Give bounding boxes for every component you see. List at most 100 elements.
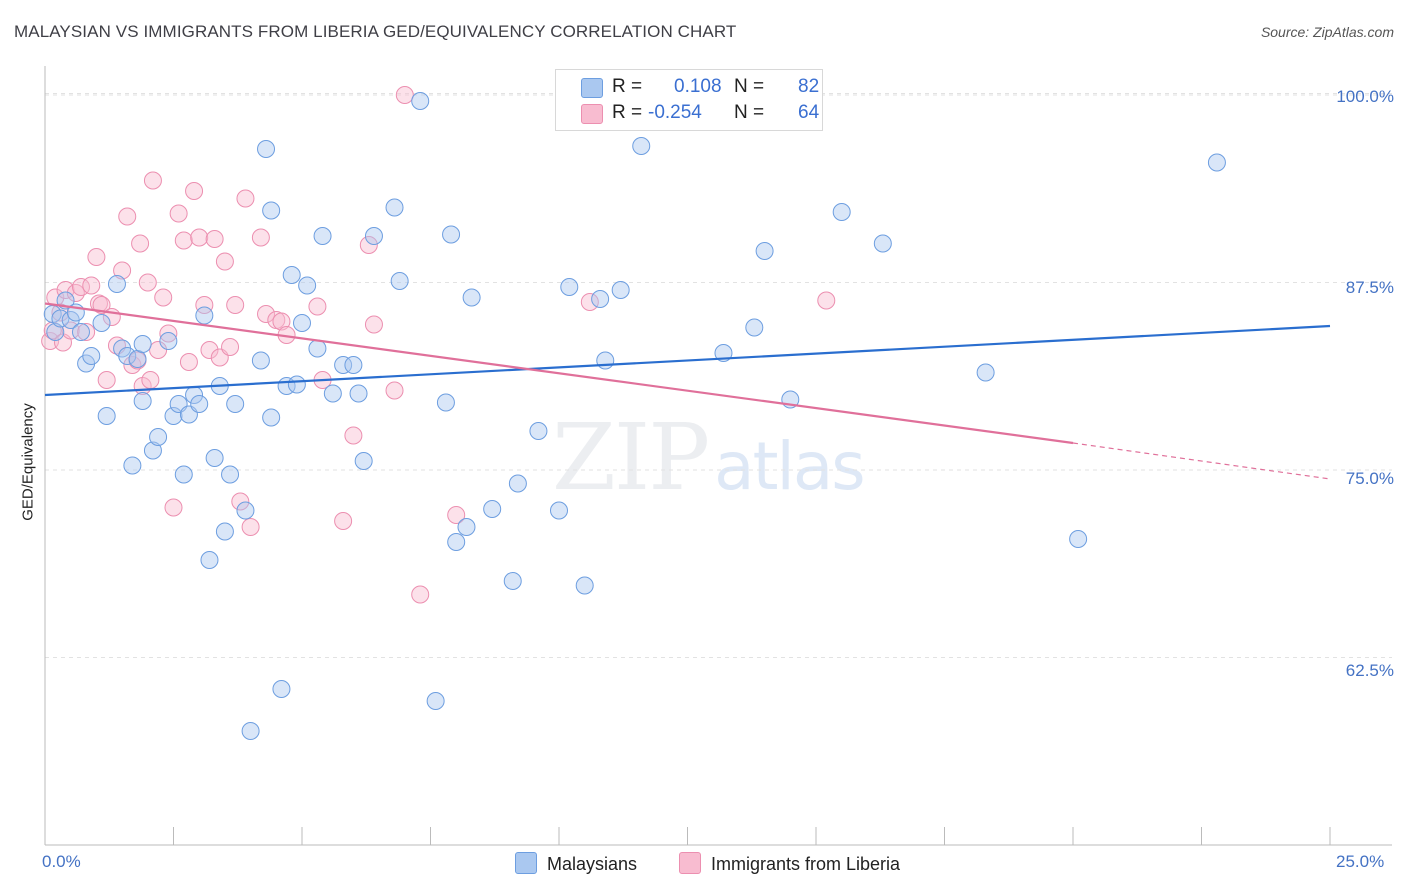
malaysian-point: [159, 332, 178, 350]
liberia-point: [215, 252, 234, 271]
malaysian-point: [200, 551, 219, 569]
liberia-point: [257, 305, 276, 323]
bottom-legend-label: Malaysians: [547, 854, 638, 874]
legend-r-label: R =: [612, 102, 643, 123]
malaysian-point: [82, 347, 101, 365]
malaysian-point: [436, 393, 455, 412]
liberia-point: [138, 273, 157, 292]
malaysian-point: [591, 290, 610, 308]
liberia-point: [66, 284, 85, 302]
liberia-point: [195, 296, 214, 314]
malaysian-point: [133, 335, 152, 353]
malaysian-point: [236, 501, 255, 520]
legend-n-label: N =: [734, 76, 765, 97]
malaysian-point: [462, 288, 481, 307]
liberia-point: [334, 512, 353, 530]
malaysian-point: [457, 518, 476, 536]
malaysian-point: [411, 92, 430, 110]
liberia-point: [113, 261, 132, 280]
liberia-point: [272, 312, 291, 331]
malaysian-point: [560, 278, 579, 296]
x-tick-label-min: 0.0%: [42, 852, 81, 871]
malaysian-point: [976, 363, 995, 382]
liberia-point: [149, 341, 168, 359]
liberia-point: [308, 297, 327, 316]
malaysian-point: [143, 441, 162, 460]
watermark-zip: ZIP: [552, 404, 710, 511]
liberia-point: [174, 231, 193, 250]
source-label: Source: ZipAtlas.com: [1260, 24, 1394, 40]
liberia-point: [169, 204, 188, 223]
liberia-point: [77, 323, 96, 341]
malaysians-trend-line: [44, 324, 1331, 397]
malaysian-point: [390, 272, 409, 290]
malaysian-point: [344, 356, 363, 374]
malaysian-point: [195, 306, 214, 325]
liberia-trend-line: [44, 302, 1074, 445]
liberia-point: [385, 381, 404, 400]
malaysian-point: [226, 395, 245, 413]
liberia-point: [143, 171, 162, 190]
bottom-legend-malaysians: Malaysians: [515, 852, 637, 875]
malaysian-point: [221, 465, 240, 484]
bottom-legend-swatch-blue: [515, 852, 537, 874]
malaysian-point: [442, 225, 461, 244]
liberia-point: [41, 332, 60, 350]
malaysian-point: [128, 350, 147, 368]
malaysian-point: [215, 522, 234, 541]
liberia-point: [395, 86, 414, 104]
malaysian-point: [123, 456, 142, 475]
malaysian-point: [364, 227, 383, 245]
legend-swatch-pink: [581, 104, 603, 124]
liberia-trend-extension: [1072, 442, 1331, 480]
malaysian-point: [334, 356, 353, 374]
liberia-point: [92, 296, 111, 314]
malaysian-point: [262, 408, 281, 427]
malaysian-point: [349, 384, 368, 403]
malaysian-point: [241, 722, 260, 740]
malaysian-point: [503, 572, 522, 590]
malaysian-point: [313, 227, 332, 245]
malaysian-point: [190, 395, 209, 413]
malaysian-point: [611, 281, 630, 299]
liberia-point: [236, 189, 255, 208]
legend-r-value: 0.108: [674, 76, 722, 97]
malaysian-point: [133, 392, 152, 410]
chart-title: MALAYSIAN VS IMMIGRANTS FROM LIBERIA GED…: [14, 22, 737, 41]
malaysian-point: [832, 203, 851, 221]
liberia-point: [159, 324, 178, 343]
y-tick-label: 75.0%: [1345, 469, 1394, 488]
malaysian-point: [164, 407, 183, 425]
liberia-point: [221, 338, 240, 356]
malaysian-point: [272, 680, 291, 698]
malaysian-point: [118, 347, 137, 365]
liberia-point: [580, 293, 599, 311]
malaysian-point: [298, 276, 317, 295]
liberia-point: [87, 248, 106, 266]
liberia-point: [190, 228, 209, 247]
malaysian-point: [745, 318, 764, 337]
liberia-point: [251, 228, 270, 247]
liberia-point: [179, 353, 198, 371]
legend-r-value: -0.254: [648, 102, 702, 123]
x-tick-label-max: 25.0%: [1336, 852, 1385, 871]
malaysian-point: [483, 500, 502, 518]
liberia-point: [817, 291, 836, 310]
malaysian-point: [174, 465, 193, 484]
liberia-point: [56, 281, 75, 299]
liberia-point: [359, 236, 378, 254]
malaysian-point: [354, 452, 373, 470]
malaysian-point: [293, 314, 311, 332]
malaysian-point: [575, 576, 594, 595]
liberia-point: [51, 303, 70, 322]
watermark: ZIPatlas: [552, 404, 866, 511]
malaysian-point: [71, 323, 90, 341]
malaysian-point: [287, 375, 306, 394]
malaysian-point: [205, 449, 224, 467]
liberia-point: [344, 426, 363, 445]
liberia-point: [118, 207, 137, 226]
malaysian-point: [1207, 153, 1226, 172]
legend-n-value: 82: [798, 76, 820, 97]
liberia-point: [141, 371, 160, 389]
